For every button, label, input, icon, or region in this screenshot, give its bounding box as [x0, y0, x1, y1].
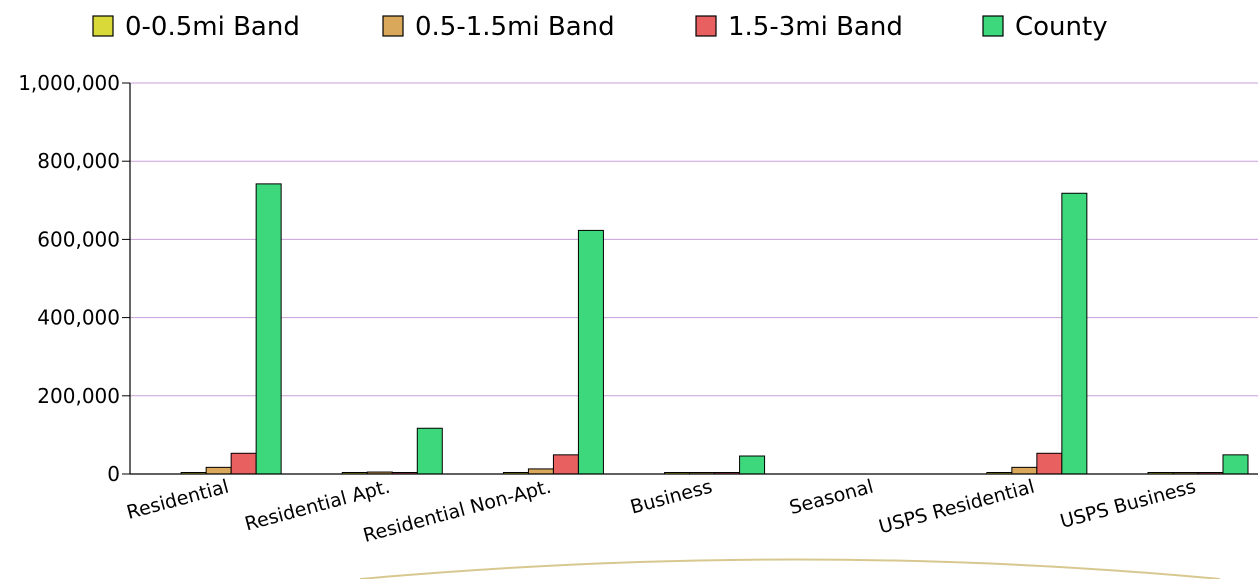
y-tick-label: 600,000 — [37, 227, 120, 251]
bar-3-usps-residential — [1036, 452, 1063, 475]
legend-swatch-2 — [382, 15, 404, 37]
legend-label-1: 0-0.5mi Band — [125, 12, 300, 42]
bar-3-residential-non-apt- — [552, 454, 579, 475]
bar-4-usps-residential — [1061, 192, 1088, 475]
decorative-arc — [359, 558, 1221, 579]
legend-label-3: 1.5-3mi Band — [728, 12, 903, 42]
bar-3-residential — [230, 452, 257, 475]
x-category-label: Business — [628, 476, 715, 519]
legend-label-2: 0.5-1.5mi Band — [415, 12, 615, 42]
x-category-label: Residential — [124, 476, 231, 524]
bar-4-usps-business — [1222, 454, 1249, 475]
y-tick-label: 400,000 — [37, 306, 120, 330]
y-tick-label: 0 — [107, 462, 120, 486]
bar-4-business — [739, 455, 766, 475]
legend-swatch-1 — [92, 15, 114, 37]
y-tick-label: 800,000 — [37, 149, 120, 173]
bar-2-residential-non-apt- — [527, 468, 554, 475]
bar-4-residential-non-apt- — [577, 229, 604, 475]
legend-swatch-4 — [982, 15, 1004, 37]
bars — [180, 183, 1249, 475]
gridlines — [130, 82, 1258, 397]
bar-2-usps-residential — [1011, 466, 1038, 475]
legend-swatch-3 — [695, 15, 717, 37]
x-category-label: USPS Residential — [876, 476, 1036, 539]
legend-label-4: County — [1015, 12, 1108, 42]
bar-4-residential-apt- — [416, 427, 443, 475]
bar-2-residential — [205, 466, 232, 475]
x-axis-labels: Residential Residential Apt.Residential N… — [124, 476, 1198, 547]
x-category-label: Seasonal — [787, 476, 876, 519]
y-axis-ticks: 0 200,000 400,000 600,000 800,000 1,000,000 — [18, 71, 130, 486]
axes — [129, 83, 1258, 475]
x-category-label: USPS Business — [1058, 476, 1198, 533]
y-tick-label: 200,000 — [37, 384, 120, 408]
legend: 0-0.5mi Band 0.5-1.5mi Band 1.5-3mi Band Co… — [92, 12, 1108, 42]
y-tick-label: 1,000,000 — [18, 71, 120, 95]
x-category-label: Residential Non-Apt. — [361, 476, 554, 547]
bar-4-residential — [255, 183, 282, 475]
